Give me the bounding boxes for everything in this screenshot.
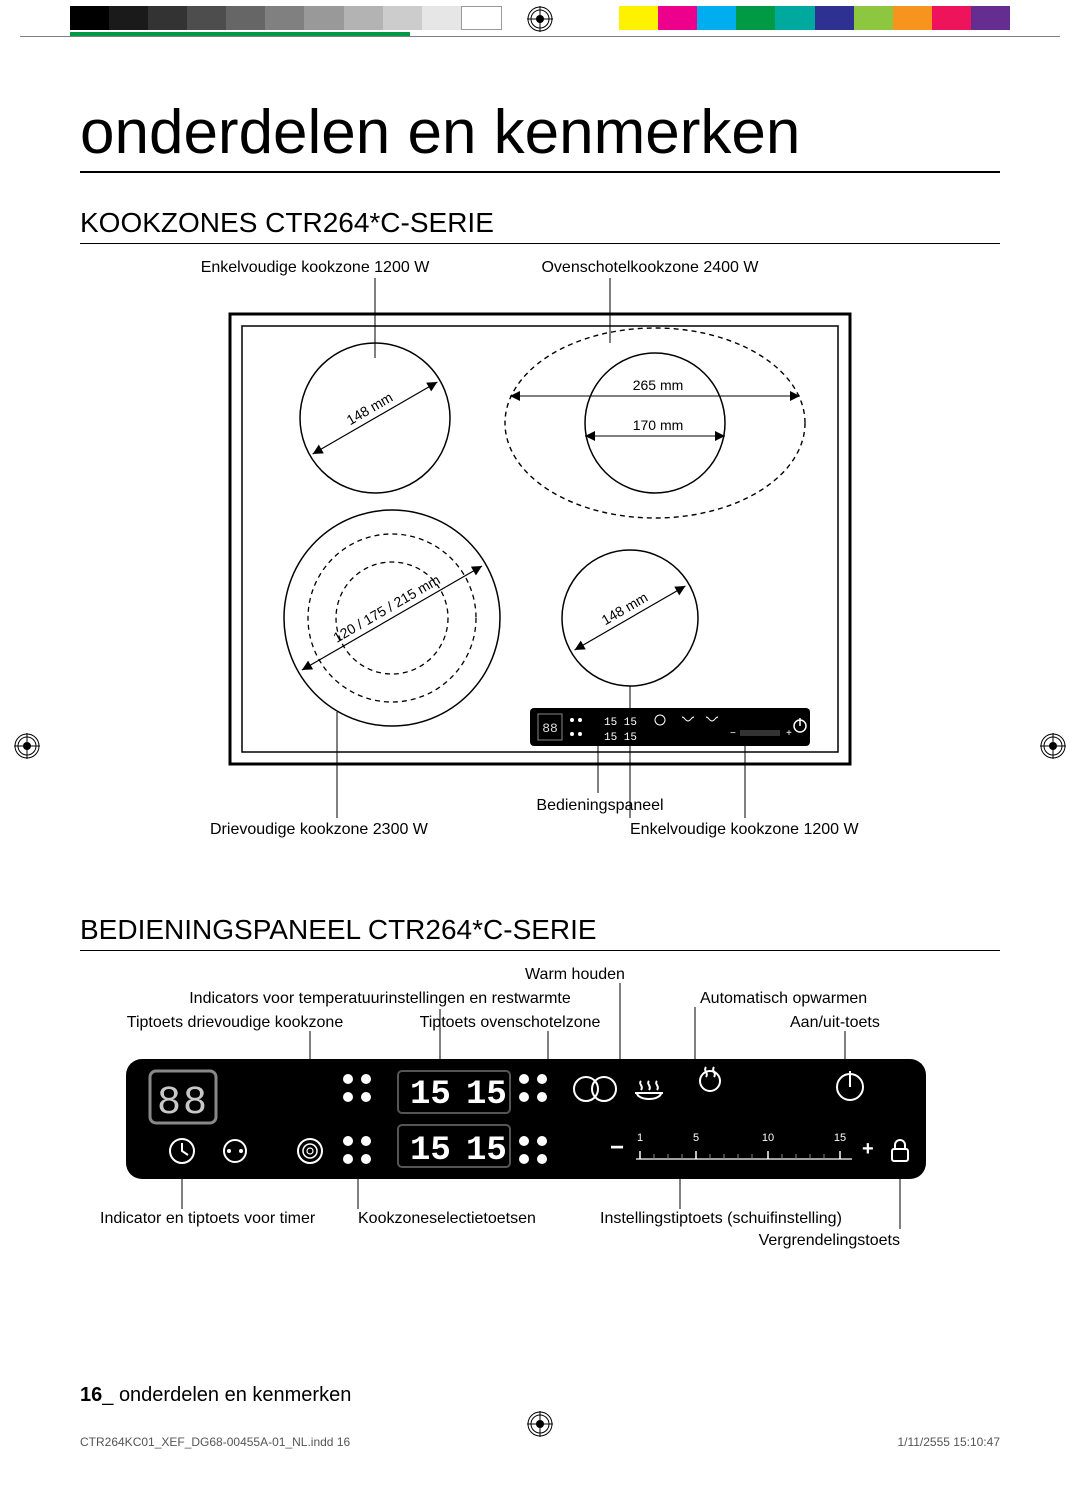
label-temp-indicators: Indicators voor temperatuurinstellingen … [189,990,571,1007]
label-triple-key: Tiptoets drievoudige kookzone [127,1014,344,1031]
content-area: onderdelen en kenmerken KOOKZONES CTR264… [80,100,1000,1391]
svg-text:1: 1 [637,1132,643,1144]
label-single-topleft: Enkelvoudige kookzone 1200 W [201,259,430,276]
label-power: Aan/uit-toets [790,1014,880,1031]
registration-mark-icon [14,733,40,759]
svg-text:−: − [610,1134,624,1161]
svg-text:−: − [730,729,736,740]
crop-rule [20,36,1060,37]
label-timer-key: Indicator en tiptoets voor timer [100,1210,316,1227]
print-timestamp: 1/11/2555 15:10:47 [897,1435,1000,1449]
page-title: onderdelen en kenmerken [80,100,1000,173]
registration-mark-icon [1040,733,1066,759]
label-single-bottomright: Enkelvoudige kookzone 1200 W [630,821,859,838]
registration-mark-icon [527,6,553,32]
label-auto-heat: Automatisch opwarmen [700,990,867,1007]
label-lock-key: Vergrendelingstoets [759,1232,900,1249]
svg-text:5: 5 [693,1132,699,1144]
label-oven-key: Tiptoets ovenschotelzone [420,1014,601,1031]
label-triple-bottomleft: Drievoudige kookzone 2300 W [210,821,429,838]
svg-text:10: 10 [762,1132,774,1144]
label-control-panel: Bedieningspaneel [536,797,663,814]
svg-text:88: 88 [542,721,558,736]
level-display: 15 [410,1132,451,1170]
svg-text:15 15: 15 15 [604,717,637,729]
dim-bl: 120 / 175 / 215 mm [330,571,442,645]
indd-filename: CTR264KC01_XEF_DG68-00455A-01_NL.indd 16 [80,1435,350,1449]
dim-tr-outer: 265 mm [633,377,684,393]
cooktop-diagram: Enkelvoudige kookzone 1200 W Ovenschotel… [80,258,1000,878]
section-heading-cookzones: KOOKZONES CTR264*C-SERIE [80,207,1000,244]
label-oven-topright: Ovenschotelkookzone 2400 W [541,259,759,276]
svg-text:+: + [862,1138,874,1160]
svg-text:+: + [786,729,792,740]
label-zone-selectors: Kookzoneselectietoetsen [358,1210,536,1227]
svg-text:15 15: 15 15 [604,732,637,744]
registration-mark-icon [527,1411,553,1437]
timer-display: 88 [157,1081,209,1126]
dim-tr-inner: 170 mm [633,417,684,433]
dim-tl: 148 mm [344,389,396,428]
level-display: 15 [410,1076,451,1114]
section-heading-panel: BEDIENINGSPANEEL CTR264*C-SERIE [80,914,1000,951]
svg-text:15: 15 [834,1132,846,1144]
dim-br: 148 mm [599,589,651,628]
page-number-footer: 16_ onderdelen en kenmerken [80,1384,351,1407]
level-display: 15 [466,1076,507,1114]
control-panel-diagram: Warm houden Indicators voor temperatuuri… [80,963,1000,1258]
page: onderdelen en kenmerken KOOKZONES CTR264… [0,0,1080,1491]
label-slider: Instellingstiptoets (schuifinstelling) [600,1210,842,1227]
label-keep-warm: Warm houden [525,966,625,983]
level-display: 15 [466,1132,507,1170]
